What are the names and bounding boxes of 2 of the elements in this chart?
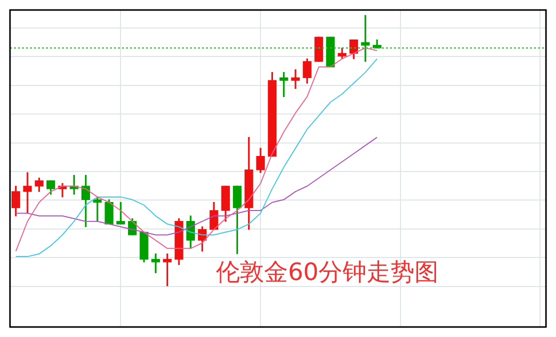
text: 伦敦金60分钟走势图 <box>216 257 439 288</box>
candlestick <box>326 36 335 68</box>
